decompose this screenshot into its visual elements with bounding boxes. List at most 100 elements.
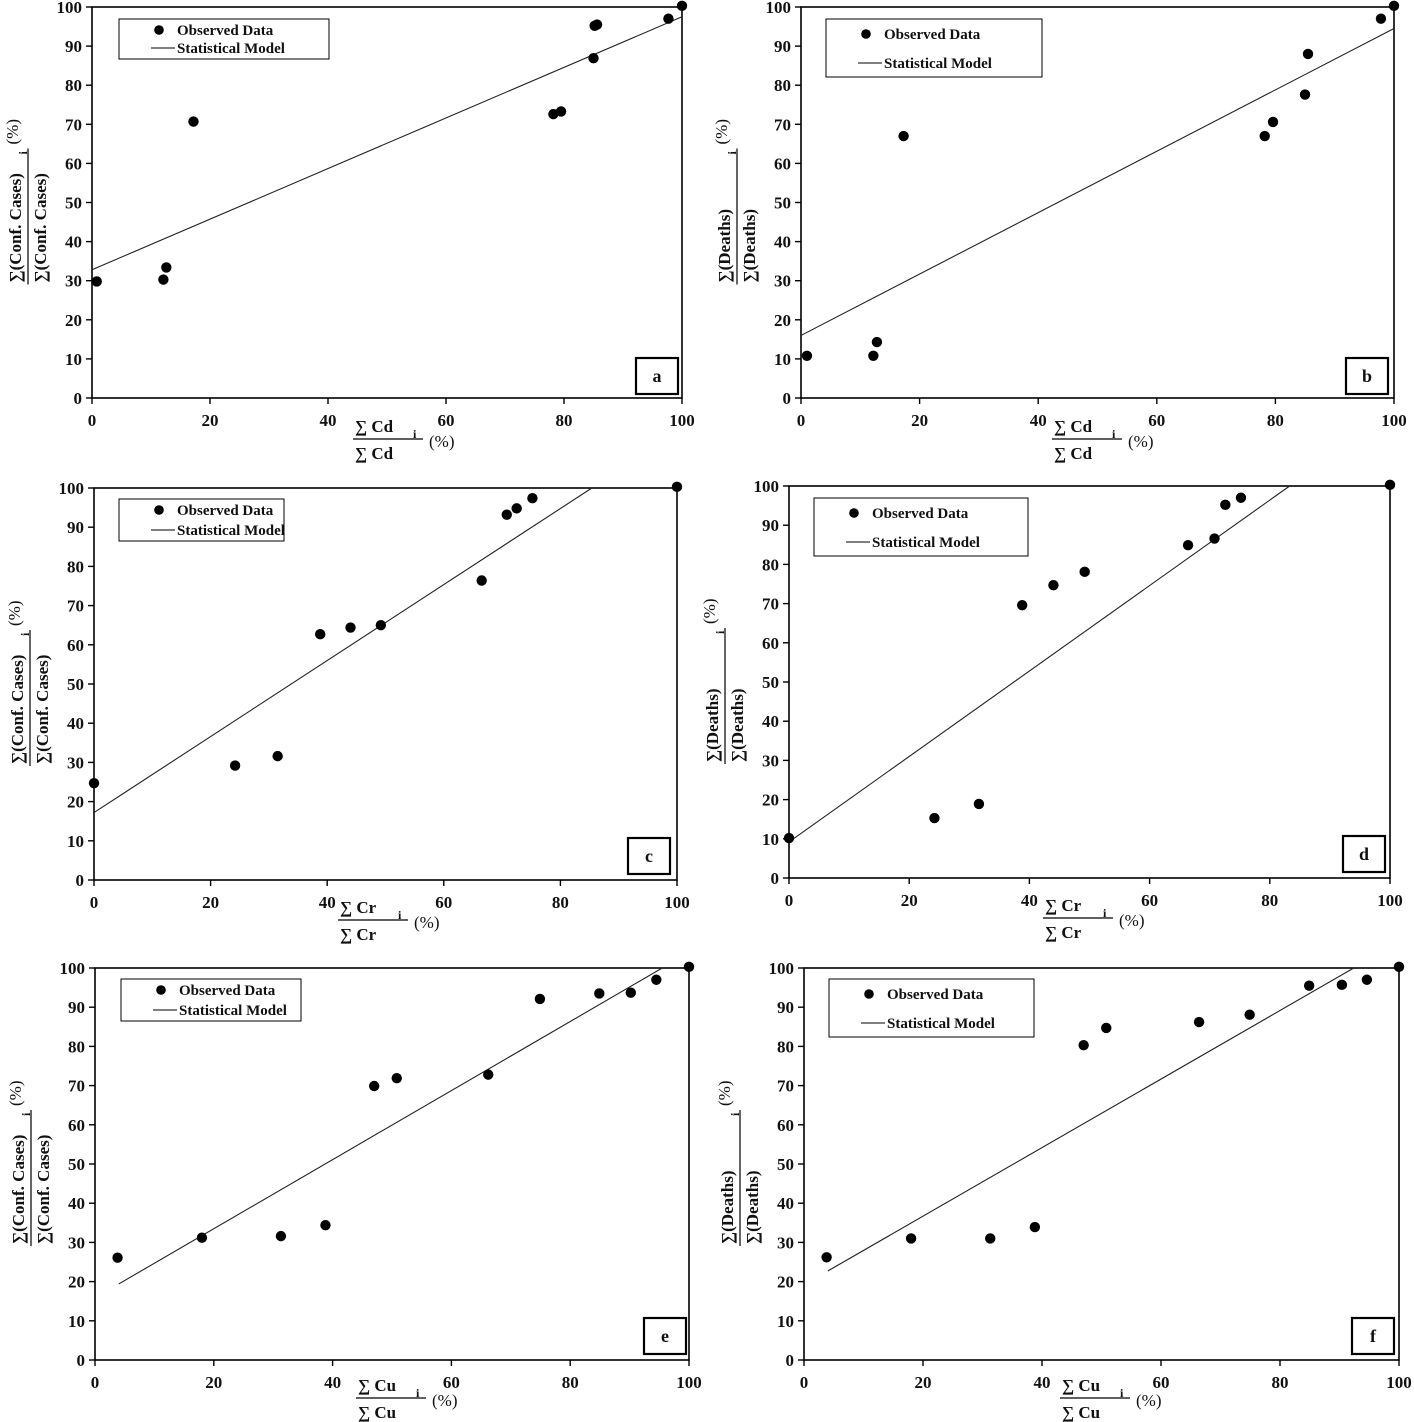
chart-panel-f: 0 10 20 30 40 50 60 70 80 90 100 0 20 40 60 80 100 Observ…	[715, 959, 1412, 1422]
observed-point	[483, 1069, 494, 1080]
y-tick-label: 80	[777, 1037, 794, 1056]
x-tick-label: 0	[785, 891, 794, 910]
y-tick-label: 100	[59, 479, 85, 498]
observed-point	[1016, 599, 1028, 611]
plot-frame	[94, 967, 690, 1361]
y-label-numerator: ∑(Conf. Cases)	[6, 173, 25, 282]
y-tick-label: 100	[754, 477, 780, 496]
y-tick-label: 100	[769, 959, 795, 978]
observed-point	[871, 336, 883, 348]
y-label-subscript: i	[728, 1112, 742, 1116]
observed-point	[229, 760, 241, 771]
model-line	[91, 16, 683, 271]
panel-letter: b	[1362, 366, 1372, 386]
x-label-percent: (%)	[414, 913, 439, 932]
y-tick-label: 60	[774, 154, 791, 173]
y-tick-label: 40	[67, 714, 84, 733]
legend: Observed Data Statistical Model	[825, 18, 1043, 78]
y-label-denominator: ∑(Deaths)	[728, 689, 747, 763]
y-label-subscript: i	[725, 151, 739, 155]
observed-point	[868, 350, 879, 361]
y-tick-label: 10	[68, 1312, 85, 1331]
y-tick-label: 60	[777, 1116, 794, 1135]
observed-point	[1299, 89, 1311, 100]
legend-label-observed: Observed Data	[177, 23, 274, 39]
x-label-numerator: ∑ Cr	[1045, 896, 1082, 915]
x-tick-label: 40	[320, 411, 337, 430]
observed-point	[1220, 499, 1231, 511]
x-tick-label: 20	[901, 891, 918, 910]
x-tick-label: 20	[202, 411, 219, 430]
y-label-percent: (%)	[715, 1081, 734, 1106]
y-tick-label: 50	[774, 194, 791, 213]
observed-point	[1235, 492, 1247, 503]
x-tick-label: 100	[1381, 411, 1407, 430]
x-label-denominator: ∑ Cd	[355, 444, 394, 463]
y-tick-label: 80	[67, 557, 84, 576]
legend-box	[813, 497, 1029, 557]
y-tick-label: 90	[762, 516, 779, 535]
observed-point	[1302, 48, 1314, 60]
model-line	[93, 487, 593, 814]
y-label-subscript: i	[713, 630, 727, 634]
y-tick-label: 20	[67, 793, 84, 812]
observed-point	[1336, 979, 1348, 991]
y-tick-label: 50	[762, 673, 779, 692]
observed-point	[663, 13, 674, 24]
x-label-denominator: ∑ Cr	[340, 925, 377, 944]
x-label-subscript: i	[1103, 906, 1107, 920]
legend: Observed Data Statistical Model	[813, 497, 1029, 557]
y-tick-label: 30	[762, 751, 779, 770]
panel-letter-box	[642, 1316, 688, 1356]
y-label-subscript: i	[19, 1112, 33, 1116]
legend: Observed Data Statistical Model	[120, 978, 302, 1022]
y-tick-label: 70	[68, 1077, 85, 1096]
y-label-subscript: i	[18, 632, 32, 636]
x-tick-label: 40	[324, 1373, 341, 1392]
observed-point	[112, 1252, 123, 1263]
observed-point	[534, 993, 546, 1005]
observed-point	[91, 276, 102, 287]
observed-point	[929, 812, 940, 824]
y-tick-label: 90	[777, 998, 794, 1017]
x-tick-label: 0	[88, 411, 97, 430]
x-tick-label: 20	[915, 1373, 932, 1392]
y-tick-label: 80	[68, 1037, 85, 1056]
x-tick-label: 100	[1386, 1373, 1412, 1392]
x-tick-label: 100	[669, 411, 695, 430]
y-tick-label: 50	[65, 194, 82, 213]
panel-letter: a	[653, 366, 662, 386]
observed-point	[158, 274, 169, 285]
observed-point	[375, 620, 387, 631]
x-tick-label: 0	[797, 411, 806, 430]
y-tick-label: 30	[774, 272, 791, 291]
plot-frame	[93, 487, 678, 881]
observed-point	[1393, 961, 1405, 973]
x-tick-label: 80	[1272, 1373, 1289, 1392]
model-line	[800, 28, 1395, 336]
legend-marker-observed	[154, 505, 164, 515]
x-tick-label: 20	[911, 411, 928, 430]
x-label-numerator: ∑ Cu	[358, 1376, 396, 1395]
model-line	[118, 967, 663, 1285]
observed-point	[651, 974, 662, 985]
x-tick-label: 80	[1267, 411, 1284, 430]
y-tick-label: 80	[774, 76, 791, 95]
observed-point	[1244, 1009, 1255, 1020]
y-label-denominator: ∑(Conf. Cases)	[31, 173, 50, 282]
y-tick-label: 90	[65, 37, 82, 56]
observed-point	[1361, 974, 1373, 985]
y-tick-label: 60	[67, 636, 84, 655]
x-axis-label: ∑ Cu i ∑ Cu (%)	[1060, 1376, 1161, 1422]
x-axis-label: ∑ Cr i ∑ Cr (%)	[1043, 896, 1144, 942]
observed-point	[985, 1233, 996, 1244]
y-label-percent: (%)	[700, 599, 719, 624]
y-tick-label: 10	[774, 350, 791, 369]
observed-point	[1193, 1016, 1205, 1028]
x-label-percent: (%)	[1128, 432, 1153, 451]
y-tick-label: 20	[774, 311, 791, 330]
legend-marker-observed	[864, 989, 874, 999]
chart-panel-b: 0 10 20 30 40 50 60 70 80 90 100 0 20 40 60 80 100 Observ…	[712, 0, 1407, 463]
y-label-denominator: ∑(Deaths)	[743, 1171, 762, 1245]
